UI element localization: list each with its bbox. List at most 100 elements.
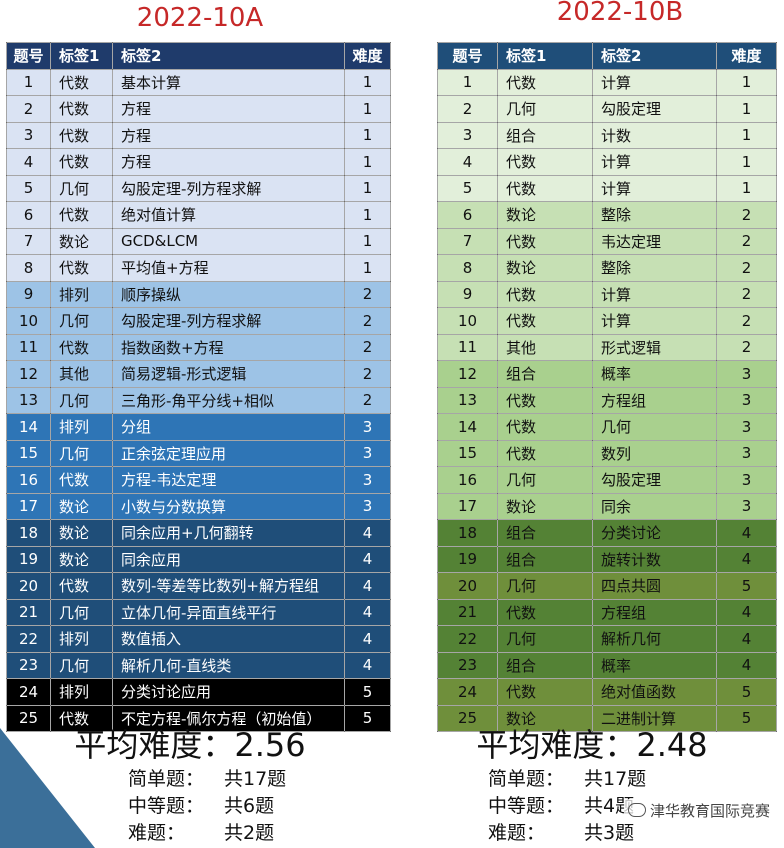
- tag1-cell: 代数: [50, 572, 113, 600]
- column-header: 题号: [437, 42, 498, 70]
- tag1-cell: 代数: [50, 254, 113, 282]
- tag1-cell: 代数: [497, 227, 593, 255]
- tag2-cell: 数列-等差等比数列+解方程组: [112, 572, 345, 600]
- tag1-cell: 组合: [497, 519, 593, 547]
- table-row: 8 代数 平均值+方程 1: [6, 254, 391, 282]
- tag2-cell: 计算: [592, 280, 717, 308]
- difficulty-cell: 2: [716, 280, 777, 308]
- difficulty-cell: 3: [716, 386, 777, 414]
- problem-number: 4: [437, 148, 498, 176]
- difficulty-cell: 3: [716, 439, 777, 467]
- tag1-cell: 代数: [50, 148, 113, 176]
- problem-number: 16: [437, 466, 498, 494]
- problem-number: 17: [6, 492, 51, 520]
- difficulty-cell: 4: [344, 519, 391, 547]
- table-row: 14 排列 分组 3: [6, 413, 391, 441]
- table-row: 15 代数 数列 3: [437, 439, 777, 467]
- table-row: 24 排列 分类讨论应用 5: [6, 678, 391, 706]
- difficulty-cell: 3: [716, 360, 777, 388]
- difficulty-cell: 5: [716, 704, 777, 732]
- problem-number: 12: [437, 360, 498, 388]
- problem-number: 24: [437, 678, 498, 706]
- tag1-cell: 代数: [497, 148, 593, 176]
- tag2-cell: 方程-韦达定理: [112, 466, 345, 494]
- problem-number: 2: [6, 95, 51, 123]
- table-row: 8 数论 整除 2: [437, 254, 777, 282]
- tag2-cell: 方程组: [592, 386, 717, 414]
- average-difficulty-b: 平均难度：2.48: [476, 726, 708, 764]
- tag2-cell: 数值插入: [112, 625, 345, 653]
- tag2-cell: 绝对值计算: [112, 201, 345, 229]
- tag1-cell: 排列: [50, 413, 113, 441]
- tag1-cell: 代数: [497, 413, 593, 441]
- tag1-cell: 几何: [497, 95, 593, 123]
- tag2-cell: 韦达定理: [592, 227, 717, 255]
- tag2-cell: 勾股定理-列方程求解: [112, 174, 345, 202]
- table-row: 7 数论 GCD&LCM 1: [6, 227, 391, 255]
- tag1-cell: 排列: [50, 280, 113, 308]
- table-row: 22 排列 数值插入 4: [6, 625, 391, 653]
- tag1-cell: 代数: [497, 439, 593, 467]
- table-row: 5 几何 勾股定理-列方程求解 1: [6, 174, 391, 202]
- table-row: 2 代数 方程 1: [6, 95, 391, 123]
- count-line-medium: 中等题： 共6题: [128, 795, 275, 817]
- tag1-cell: 代数: [497, 598, 593, 626]
- difficulty-cell: 1: [716, 121, 777, 149]
- problem-number: 1: [437, 68, 498, 96]
- difficulty-cell: 4: [344, 572, 391, 600]
- tag1-cell: 代数: [50, 68, 113, 96]
- difficulty-cell: 3: [344, 466, 391, 494]
- difficulty-cell: 2: [344, 386, 391, 414]
- average-difficulty-a: 平均难度：2.56: [74, 726, 306, 764]
- difficulty-cell: 4: [344, 598, 391, 626]
- tag2-cell: 同余应用: [112, 545, 345, 573]
- problem-number: 1: [6, 68, 51, 96]
- tag2-cell: 不定方程-佩尔方程（初始值）: [112, 704, 345, 732]
- table-row: 10 代数 计算 2: [437, 307, 777, 335]
- tag2-cell: 分类讨论: [592, 519, 717, 547]
- wechat-icon: [627, 803, 646, 817]
- table-row: 13 几何 三角形-角平分线+相似 2: [6, 386, 391, 414]
- problem-number: 25: [6, 704, 51, 732]
- tag2-cell: 数列: [592, 439, 717, 467]
- tag1-cell: 数论: [497, 201, 593, 229]
- problem-number: 7: [437, 227, 498, 255]
- tag1-cell: 几何: [50, 174, 113, 202]
- problem-number: 3: [6, 121, 51, 149]
- table-row: 10 几何 勾股定理-列方程求解 2: [6, 307, 391, 335]
- difficulty-cell: 3: [716, 492, 777, 520]
- problem-number: 19: [437, 545, 498, 573]
- tag2-cell: 整除: [592, 254, 717, 282]
- tag2-cell: 几何: [592, 413, 717, 441]
- column-header: 标签1: [497, 42, 593, 70]
- table-row: 23 组合 概率 4: [437, 651, 777, 679]
- tag2-cell: 整除: [592, 201, 717, 229]
- difficulty-cell: 4: [344, 545, 391, 573]
- tag1-cell: 数论: [50, 519, 113, 547]
- tag2-cell: 二进制计算: [592, 704, 717, 732]
- table-row: 15 几何 正余弦定理应用 3: [6, 439, 391, 467]
- problem-number: 17: [437, 492, 498, 520]
- difficulty-cell: 2: [716, 254, 777, 282]
- tag2-cell: 勾股定理: [592, 466, 717, 494]
- table-row: 6 代数 绝对值计算 1: [6, 201, 391, 229]
- table-row: 21 代数 方程组 4: [437, 598, 777, 626]
- problem-number: 9: [437, 280, 498, 308]
- tag2-cell: 同余: [592, 492, 717, 520]
- difficulty-cell: 2: [344, 280, 391, 308]
- problem-number: 23: [6, 651, 51, 679]
- tag2-cell: 小数与分数换算: [112, 492, 345, 520]
- problem-number: 3: [437, 121, 498, 149]
- watermark: 津华教育国际竞赛: [623, 799, 774, 822]
- difficulty-cell: 1: [344, 95, 391, 123]
- problem-number: 8: [6, 254, 51, 282]
- table-row: 7 代数 韦达定理 2: [437, 227, 777, 255]
- problem-number: 10: [437, 307, 498, 335]
- count-line-hard: 难题： 共2题: [128, 822, 275, 844]
- difficulty-cell: 1: [344, 227, 391, 255]
- difficulty-cell: 1: [716, 148, 777, 176]
- tag2-cell: 方程: [112, 121, 345, 149]
- problem-number: 9: [6, 280, 51, 308]
- tag1-cell: 数论: [50, 545, 113, 573]
- tag1-cell: 代数: [497, 307, 593, 335]
